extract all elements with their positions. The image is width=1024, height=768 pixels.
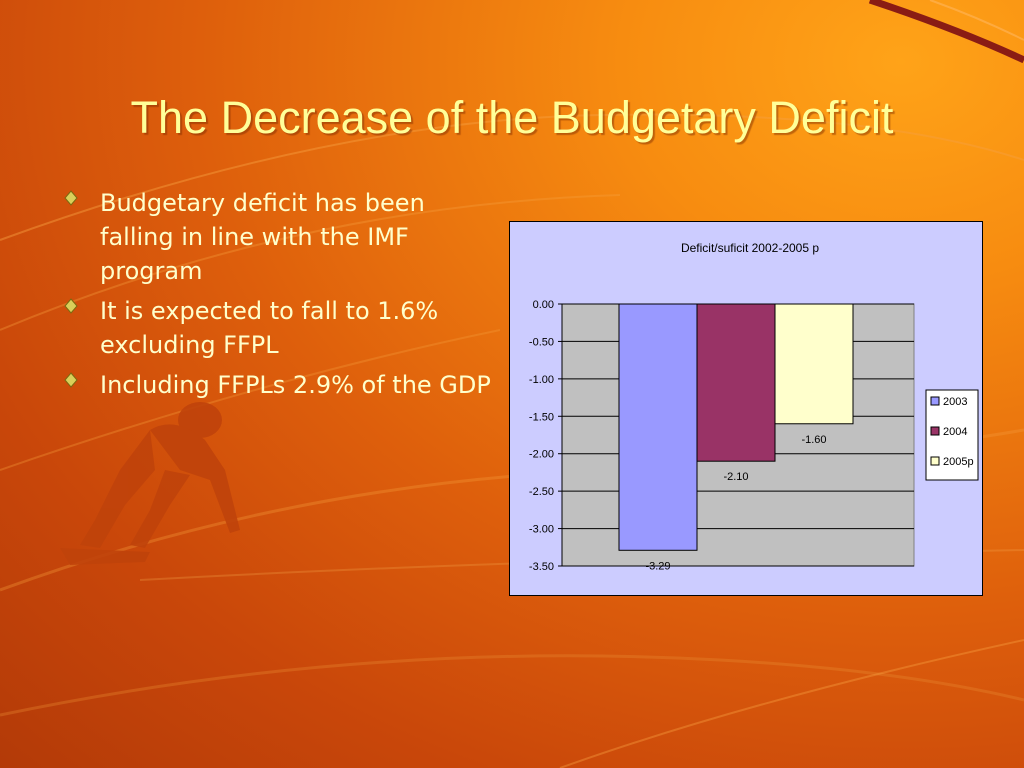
- legend-label: 2005p: [943, 456, 974, 468]
- y-tick-label: -3.50: [529, 561, 554, 573]
- slide-title: The Decrease of the Budgetary Deficit: [130, 92, 894, 143]
- bullet-text: Budgetary deficit has been falling in li…: [100, 189, 425, 285]
- y-tick-label: -1.50: [529, 411, 554, 423]
- diamond-bullet-icon: [64, 190, 78, 206]
- diamond-bullet-icon: [64, 298, 78, 314]
- bullet-item: It is expected to fall to 1.6% excluding…: [64, 294, 504, 362]
- y-tick-label: 0.00: [533, 299, 554, 311]
- legend-swatch: [930, 426, 940, 436]
- diamond-bullet-icon: [64, 372, 78, 388]
- legend-label: 2003: [943, 396, 967, 408]
- plot-area: 0.00 -0.50 -1.00 -1.50 -2.00 -2.50 -3.00 -3.50 -…: [529, 299, 915, 573]
- data-label: -2.10: [723, 471, 748, 483]
- y-tick-label: -3.00: [529, 524, 554, 536]
- bullet-list: Budgetary deficit has been falling in li…: [64, 186, 504, 408]
- bullet-item: Budgetary deficit has been falling in li…: [64, 186, 504, 288]
- legend-swatch: [930, 396, 940, 406]
- y-tick-label: -1.00: [529, 374, 554, 386]
- data-label: -3.29: [645, 560, 670, 572]
- chart-legend: 2003 2004 2005p: [925, 389, 979, 481]
- legend-label: 2004: [943, 426, 967, 438]
- y-tick-label: -0.50: [529, 336, 554, 348]
- chart-title: Deficit/suficit 2002-2005 p: [681, 241, 819, 255]
- deficit-bar-chart: Deficit/suficit 2002-2005 p 0.00 -0.50 -1.…: [529, 241, 979, 573]
- bar-2004: [696, 303, 776, 462]
- y-tick-label: -2.50: [529, 486, 554, 498]
- bar-2005p: [774, 303, 854, 425]
- legend-swatch: [930, 456, 940, 466]
- data-label: -1.60: [801, 434, 826, 446]
- bullet-item: Including FFPLs 2.9% of the GDP: [64, 368, 504, 402]
- bar-2003: [618, 303, 698, 551]
- y-tick-label: -2.00: [529, 449, 554, 461]
- chart-panel: Deficit/suficit 2002-2005 p 0.00 -0.50 -1.…: [509, 221, 983, 596]
- bullet-text: Including FFPLs 2.9% of the GDP: [100, 371, 491, 399]
- bullet-text: It is expected to fall to 1.6% excluding…: [100, 297, 439, 359]
